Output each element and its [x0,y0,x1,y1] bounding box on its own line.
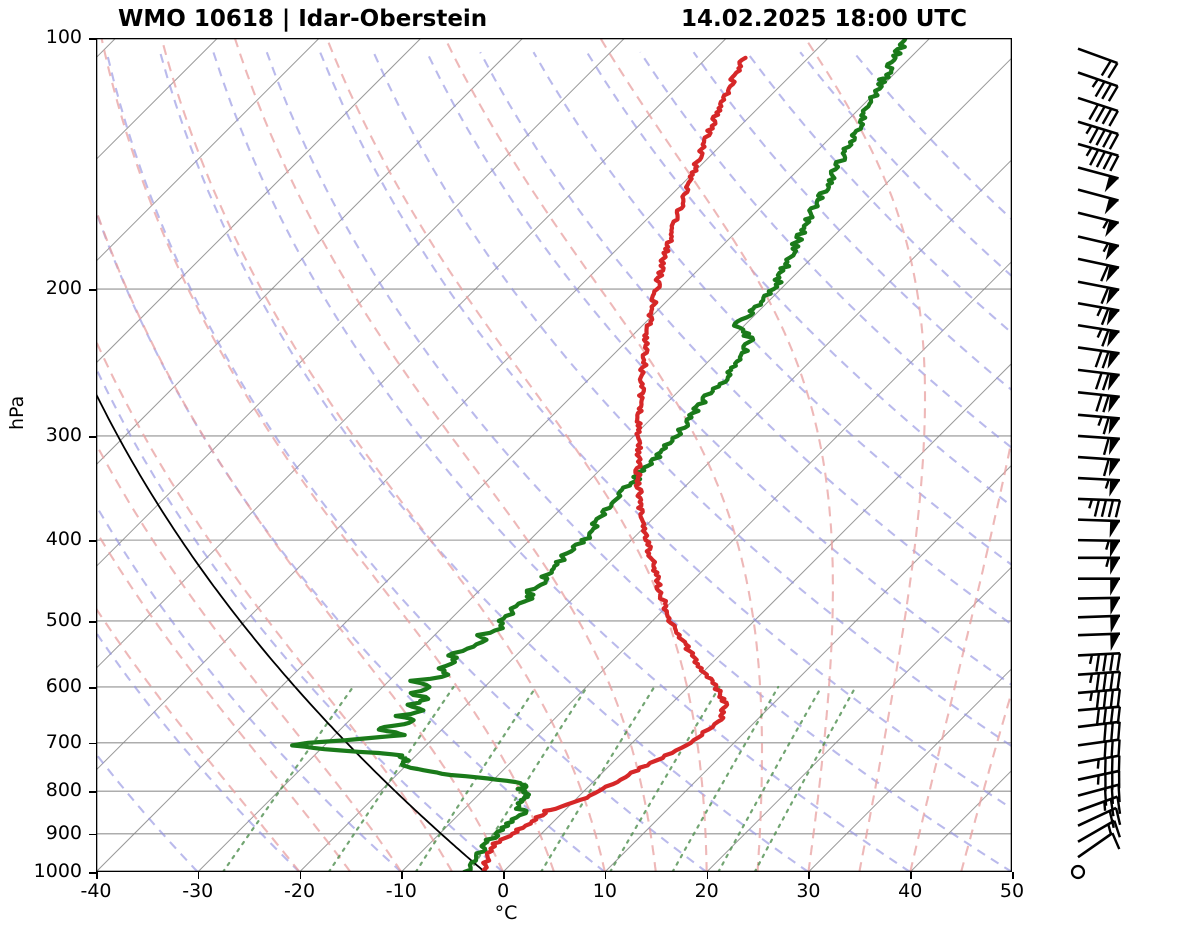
wind-barb [1077,819,1121,843]
x-tick-label: -10 [385,880,417,902]
wind-barb [1077,434,1120,456]
wind-barb [1077,651,1122,672]
y-tick-mark [89,872,96,874]
wind-barb [1077,795,1122,817]
x-tick-label: -40 [80,880,112,902]
wind-barb [1077,323,1120,348]
wind-barb [1078,577,1120,596]
wind-barb [1077,538,1121,558]
wind-barb [1077,455,1120,477]
y-tick-mark [89,833,96,836]
wind-barb [1077,368,1120,391]
wind-barb [1077,688,1122,709]
x-tick-mark [604,872,607,879]
skewt-plot-area [96,38,1012,872]
wind-barb [1077,497,1122,518]
wind-barb [1077,614,1121,634]
wind-barb [1077,705,1122,726]
wind-barb [1077,754,1121,776]
wind-barb [1077,670,1122,691]
wind-barb [1077,413,1120,435]
x-tick-label: -30 [182,880,214,902]
wind-barb [1077,346,1120,369]
wind-barb [1077,832,1121,859]
y-tick-mark [89,620,96,623]
wind-barb [1077,166,1119,193]
x-axis-label: °C [494,902,518,924]
x-tick-mark [96,872,98,879]
y-tick-label: 400 [45,528,82,551]
wind-barb [1077,632,1121,652]
y-tick-mark [89,435,96,438]
x-tick-label: 50 [999,880,1025,902]
x-tick-mark [1012,872,1014,879]
y-tick-mark [89,38,96,40]
wind-barb [1077,235,1120,261]
x-tick-label: 30 [796,880,821,902]
x-tick-label: 0 [497,880,510,902]
x-tick-mark [401,872,403,879]
wind-barb [1077,391,1120,413]
page-title: WMO 10618 | Idar-Oberstein [118,6,488,32]
y-tick-label: 200 [45,277,82,300]
wind-barb [1077,188,1119,215]
wind-barb [1078,556,1120,575]
x-tick-mark [299,872,302,879]
y-tick-mark [89,540,96,542]
wind-barb [1077,806,1122,829]
y-tick-label: 900 [45,821,82,844]
wind-barb-panel [1070,47,1122,880]
y-tick-label: 600 [45,674,82,697]
y-tick-mark [89,742,96,745]
x-tick-mark [808,872,811,879]
wind-barb [1077,96,1119,127]
x-tick-label: 40 [898,880,923,902]
y-tick-mark [89,289,96,291]
title-datetime: 14.02.2025 18:00 UTC [681,6,967,32]
y-tick-mark [89,791,96,793]
wind-barb [1077,257,1120,283]
wind-barb [1077,71,1119,102]
x-tick-label: -20 [284,880,316,902]
wind-barb [1077,720,1121,741]
wind-barb [1077,738,1121,759]
x-tick-mark [706,872,709,879]
wind-barb [1077,280,1120,305]
wind-barb [1077,47,1119,79]
x-tick-mark [197,872,200,879]
x-tick-label: 10 [592,880,617,902]
wind-barb [1077,301,1120,326]
y-tick-label: 100 [45,26,82,48]
y-tick-label: 800 [45,779,82,802]
y-tick-label: 700 [45,730,82,753]
wind-barb [1077,142,1120,172]
y-tick-label: 500 [45,608,82,631]
x-tick-mark [910,872,912,879]
y-tick-label: 1000 [33,860,82,882]
x-tick-mark [503,872,505,879]
y-tick-mark [89,686,96,689]
wind-barb [1077,518,1121,538]
wind-barb [1077,596,1121,615]
wind-barb [1077,211,1120,238]
wind-barb [1077,120,1120,150]
wind-barb [1070,864,1086,880]
x-tick-label: 20 [694,880,719,902]
wind-barb [1077,476,1121,497]
skewt-canvas [96,38,1012,872]
y-tick-label: 300 [45,423,82,446]
